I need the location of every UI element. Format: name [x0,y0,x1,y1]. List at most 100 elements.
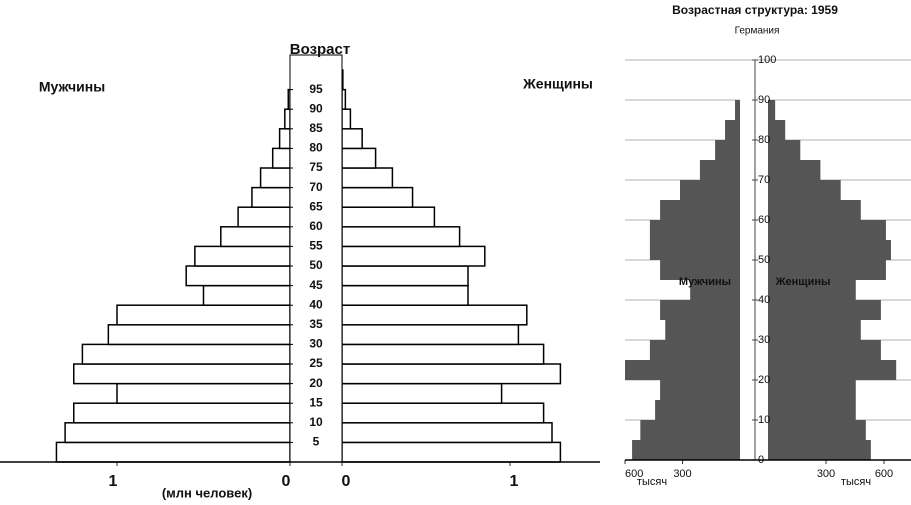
y-tick-label: 55 [309,239,323,253]
x-axis-label: тысяч [841,476,871,488]
bar [271,147,291,169]
bar [341,88,347,110]
x-tick-label: 300 [817,468,835,480]
y-tick-label: 70 [309,180,323,194]
y-tick-label: 65 [309,199,323,213]
bar [768,280,856,300]
y-tick-label: 45 [309,278,323,292]
bar [768,260,886,280]
bar [649,240,740,260]
bar [116,382,291,404]
bar [220,226,291,248]
y-tick-label: 75 [309,160,323,174]
bar [341,441,562,463]
bar [768,160,821,180]
y-tick-label: 5 [313,435,320,449]
bar [655,400,740,420]
age-column [289,54,343,463]
bar [660,380,740,400]
x-tick-label: 600 [875,468,893,480]
bar [680,180,740,200]
bar [341,167,394,189]
y-tick-label: 20 [309,376,323,390]
y-tick-label: 25 [309,356,323,370]
bar [341,245,486,267]
bar [768,220,886,240]
bar [768,380,856,400]
bar [341,363,562,385]
bar [665,320,740,340]
bar [116,304,291,326]
y-tick-label: 30 [309,337,323,351]
y-tick-label: 20 [758,374,770,386]
x-axis-label: (млн человек) [162,485,252,500]
bar [341,108,352,130]
bar [55,441,291,463]
bar [649,220,740,240]
bar [660,300,740,320]
bar [284,108,291,130]
bar [73,402,291,424]
bar [660,260,740,280]
bar [107,324,291,346]
bar [341,265,469,287]
bar [632,440,740,460]
bar [768,140,801,160]
bar [699,160,740,180]
x-tick-label: 300 [673,468,691,480]
bar [768,100,776,120]
bar [81,343,291,365]
bar [768,400,856,420]
bar [768,300,881,320]
bar [768,360,897,380]
bar [341,284,469,306]
x-axis-label: тысяч [637,476,667,488]
bar [194,245,291,267]
bar [341,382,503,404]
y-tick-label: 10 [309,415,323,429]
y-tick-label: 80 [309,141,323,155]
bar [251,186,291,208]
y-tick-label: 70 [758,174,770,186]
bar [341,304,528,326]
legend-label: Женщины [522,76,593,92]
bar [341,324,520,346]
bar [185,265,291,287]
bar [768,180,841,200]
x-tick-label: 600 [625,468,643,480]
bar [64,422,291,444]
bar [202,284,291,306]
legend-label: Женщины [775,276,831,288]
y-tick-label: 85 [309,121,323,135]
y-tick-label: 60 [758,214,770,226]
bar [768,340,881,360]
x-tick-label: 0 [342,473,351,490]
bar [237,206,291,228]
y-tick-label: 40 [758,294,770,306]
bar [768,440,871,460]
bar [768,240,891,260]
y-tick-label: 50 [758,254,770,266]
y-tick-label: 95 [309,82,323,96]
y-tick-label: 60 [309,219,323,233]
chart-title: Возрастная структура: 1959 [672,3,838,17]
bar [73,363,291,385]
bar [341,422,553,444]
bar [341,206,436,228]
y-tick-label: 40 [309,297,323,311]
bar [341,186,414,208]
chart-subtitle: Германия [735,26,780,37]
bar [715,140,740,160]
x-tick-label: 0 [282,473,291,490]
age-column [740,96,768,460]
bar [341,147,377,169]
bar [649,340,740,360]
y-tick-label: 80 [758,134,770,146]
bar [341,128,363,150]
bar [725,120,740,140]
legend-label: Мужчины [679,276,731,288]
y-tick-label: 30 [758,334,770,346]
bar [278,128,291,150]
y-tick-label: 90 [758,94,770,106]
